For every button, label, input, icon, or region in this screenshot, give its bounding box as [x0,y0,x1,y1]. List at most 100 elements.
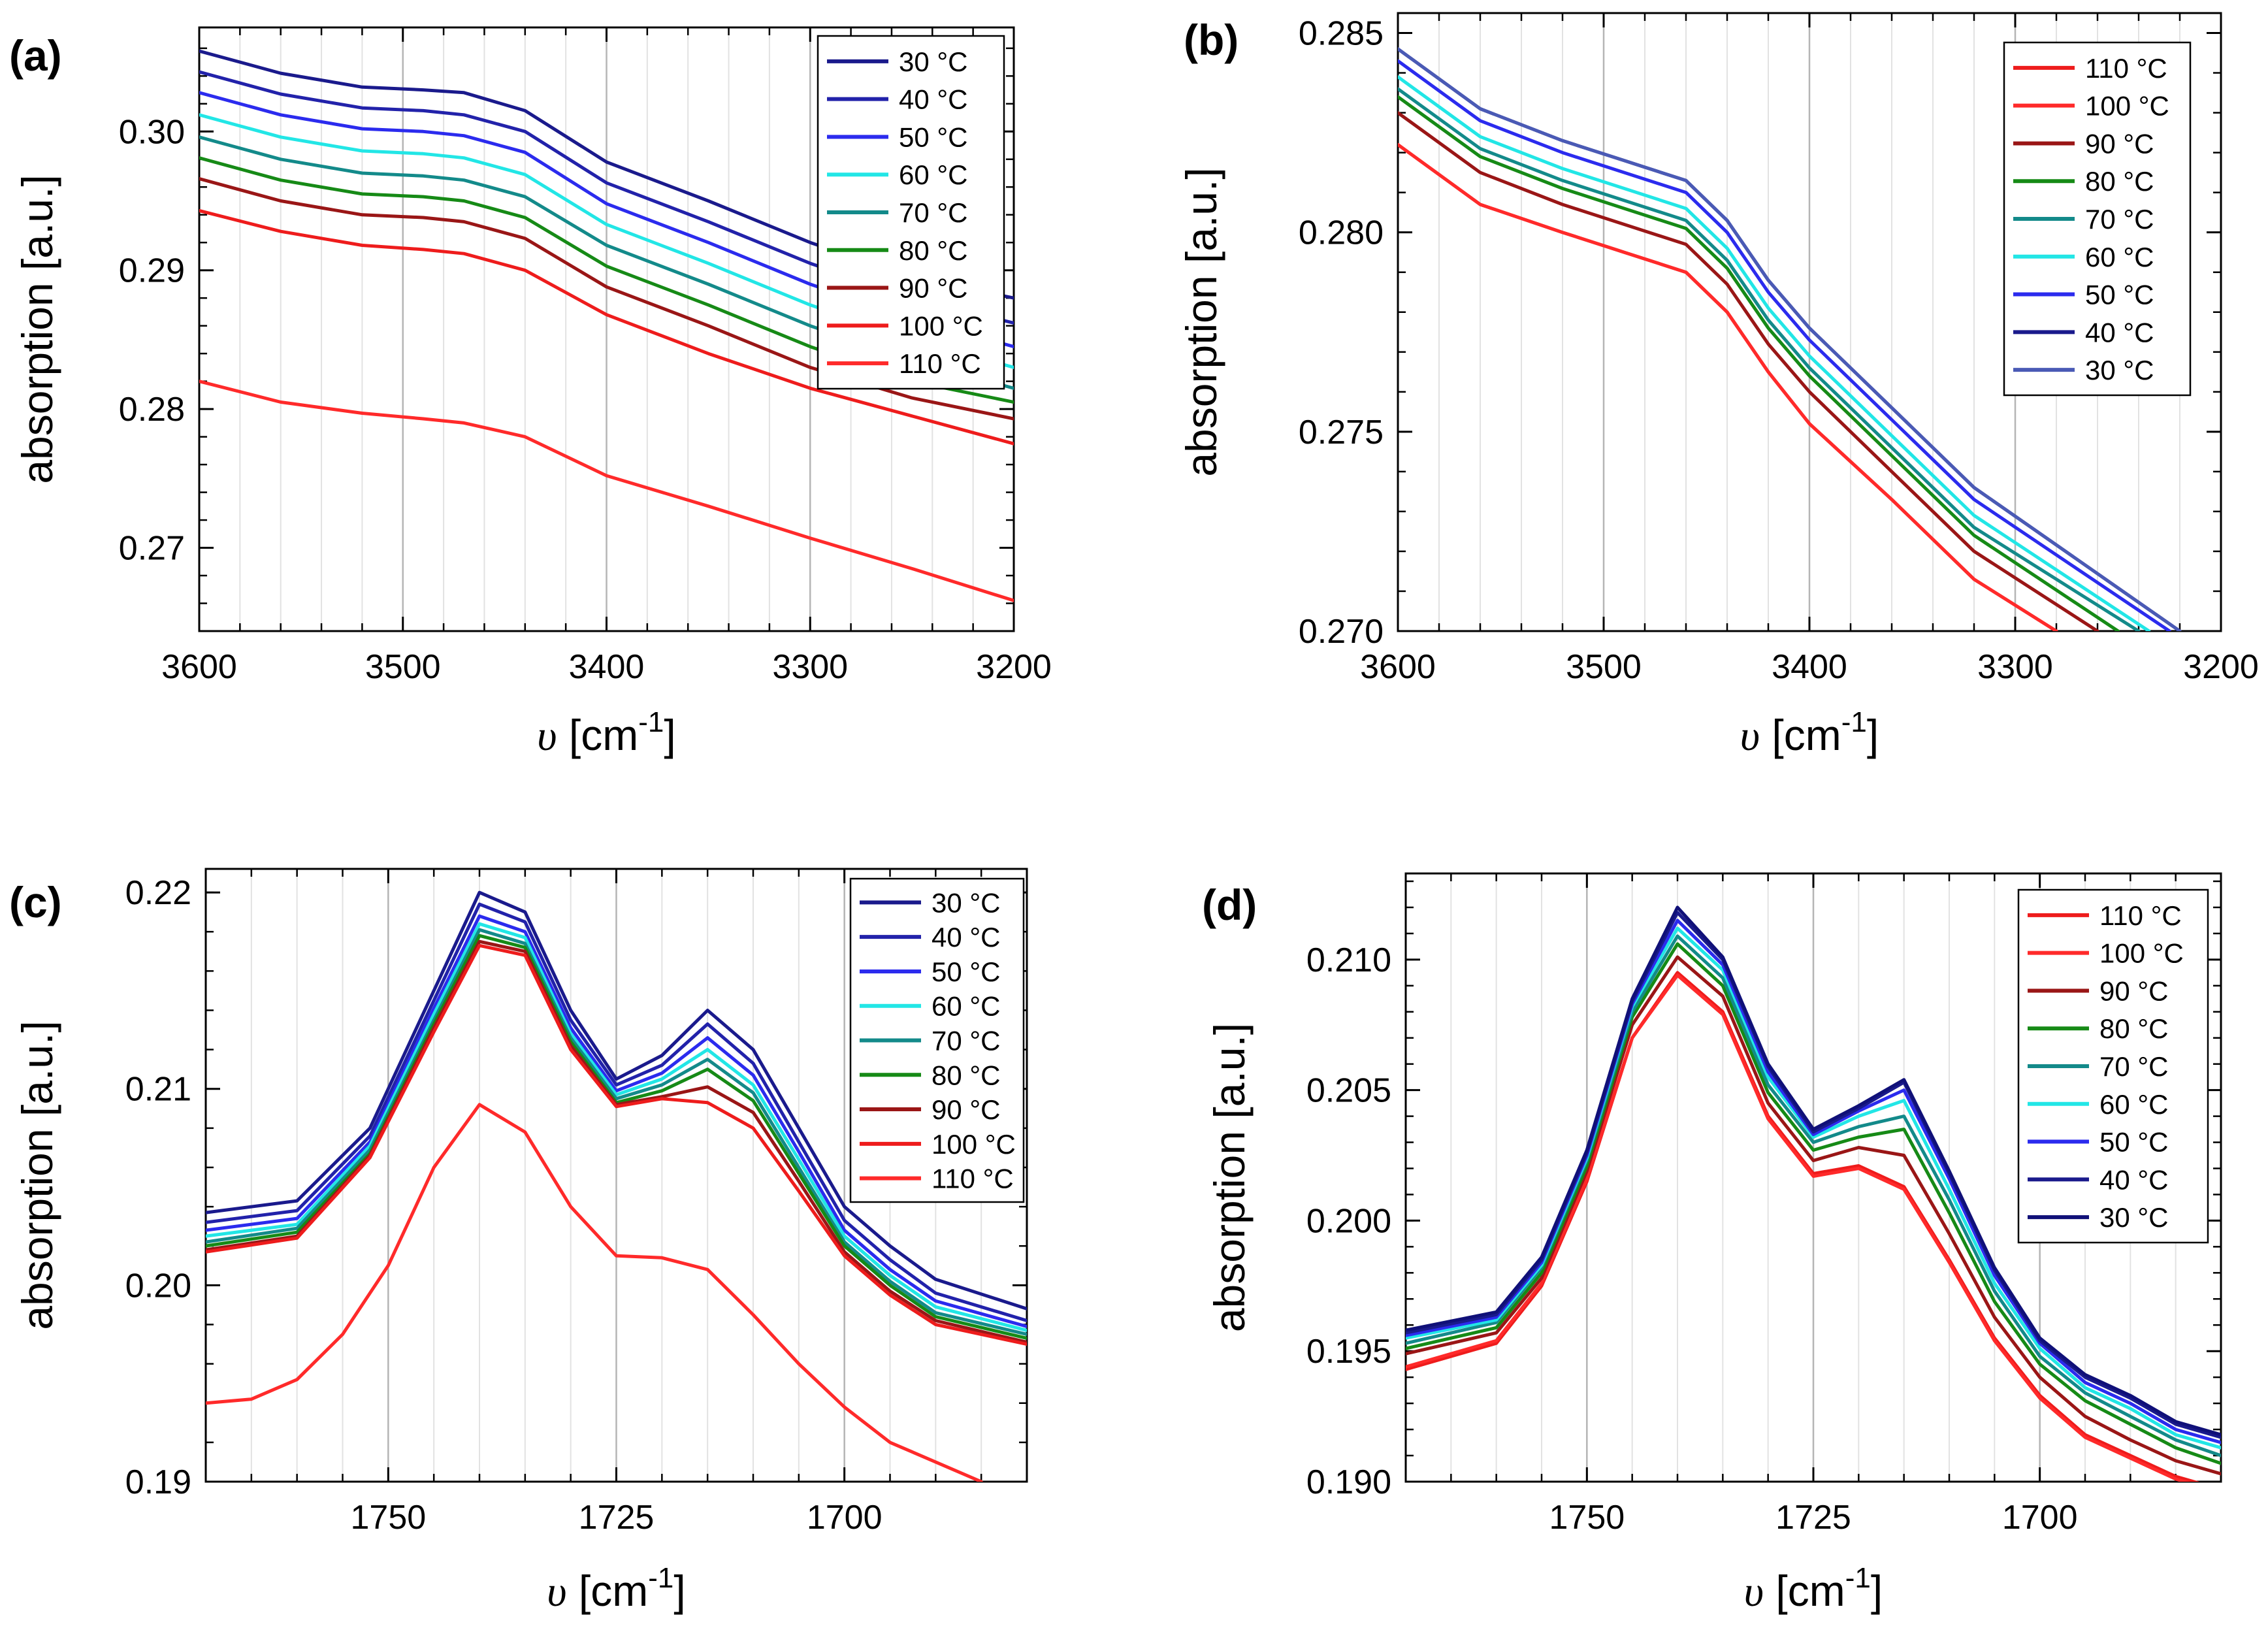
x-tick-label: 1700 [2002,1499,2078,1537]
series-line-5 [1398,75,2151,631]
series-line-8 [1406,905,2221,1437]
legend-label: 60 °C [2099,1089,2169,1120]
x-axis-symbol: υ [1740,712,1760,760]
panel-c: 1750 1725 1700 0.19 0.20 0.21 0.22 30 °C 40 °C 50… [9,868,1028,1616]
legend-label: 110 °C [932,1164,1014,1194]
y-tick-label: 0.28 [119,391,185,429]
legend-label: 30 °C [899,46,968,77]
legend-label: 50 °C [2099,1127,2169,1158]
series-line-1 [1398,142,2058,631]
y-tick-label: 0.270 [1299,613,1384,651]
y-tick-label: 0.22 [125,874,191,912]
legend-label: 110 °C [2085,53,2167,84]
legend-label: 110 °C [899,348,981,379]
x-axis-unit: [cm [579,1567,648,1615]
x-axis-unit: [cm [569,711,638,759]
series-lines [206,890,1027,1482]
y-tick-label: 0.195 [1306,1333,1391,1371]
series-line-3 [1398,95,2120,631]
x-axis-label: υ [cm-1] [1740,706,1879,760]
x-tick-label: 3300 [1977,648,2053,686]
panel-label: (b) [1184,16,1239,64]
legend-label: 30 °C [932,887,1001,918]
legend-label: 40 °C [2099,1164,2169,1195]
legend-label: 90 °C [932,1094,1001,1125]
y-tick-label: 0.19 [125,1463,191,1501]
series-line-4 [1398,87,2141,631]
x-tick-label: 3400 [1772,648,1847,686]
x-axis-unit-close: ] [664,711,675,759]
legend-label: 100 °C [2085,91,2169,122]
panel-label: (a) [9,31,62,80]
x-tick-label: 3200 [2183,648,2259,686]
y-axis-label: absorption [a.u.] [13,174,61,483]
x-tick-label: 3300 [772,648,848,686]
series-line-4 [206,928,1027,1336]
legend-label: 50 °C [899,122,968,152]
legend: 30 °C 40 °C 50 °C 60 °C 70 °C 80 °C 90 °C 100 °… [817,35,1005,390]
legend-label: 100 °C [899,310,983,341]
series-lines [199,49,1014,602]
legend-label: 80 °C [2085,166,2154,197]
x-tick-label: 3400 [569,648,645,686]
y-tick-label: 0.200 [1306,1202,1391,1240]
x-axis-unit-close: ] [673,1567,685,1615]
legend-label: 70 °C [2099,1051,2169,1082]
legend-label: 110 °C [2099,900,2182,931]
legend-label: 80 °C [899,235,968,266]
series-lines [1406,905,2221,1482]
legend-label: 70 °C [932,1026,1001,1056]
legend: 30 °C 40 °C 50 °C 60 °C 70 °C 80 °C 90 °C 100 °… [849,877,1025,1203]
x-axis-unit-close: ] [1871,1567,1883,1615]
series-line-3 [1406,942,2221,1465]
legend-label: 60 °C [899,159,968,190]
legend: 110 °C 100 °C 90 °C 80 °C 70 °C 60 °C 50 °C 40 … [2017,888,2209,1244]
series-line-2 [206,914,1027,1328]
y-axis-label: absorption [a.u.] [1177,167,1225,476]
series-lines [1398,47,2182,631]
series-line-8 [206,1103,983,1482]
legend-label: 100 °C [932,1129,1016,1160]
y-tick-label: 0.21 [125,1071,191,1109]
x-axis-unit: [cm [1775,1567,1845,1615]
y-axis-label: absorption [a.u.] [13,1020,61,1329]
x-axis-unit-exponent: -1 [1841,706,1867,738]
panel-a: 3600 3500 3400 3300 3200 0.27 0.28 0.29 0.30 30 °… [9,26,1052,760]
x-axis-label: υ [cm-1] [1744,1562,1883,1616]
y-tick-label: 0.190 [1306,1463,1391,1501]
series-line-1 [206,902,1027,1322]
series-line-3 [206,922,1027,1332]
series-line-7 [199,208,1014,446]
y-tick-label: 0.27 [119,530,185,568]
y-tick-label: 0.30 [119,113,185,151]
y-tick-label: 0.29 [119,252,185,290]
x-axis-unit-exponent: -1 [1845,1562,1871,1594]
series-line-0 [206,890,1027,1311]
panel-label: (d) [1202,881,1257,929]
x-axis-symbol: υ [547,1568,566,1616]
legend-label: 70 °C [2085,204,2154,235]
legend-label: 80 °C [2099,1013,2169,1044]
x-axis-symbol: υ [537,712,557,760]
x-tick-label: 3600 [1360,648,1436,686]
y-tick-label: 0.210 [1306,941,1391,979]
legend-label: 40 °C [932,922,1001,952]
x-tick-label: 3500 [365,648,441,686]
legend-label: 100 °C [2099,938,2184,969]
y-tick-label: 0.205 [1306,1072,1391,1110]
x-tick-label: 1750 [1549,1499,1625,1537]
y-tick-label: 0.280 [1299,214,1384,252]
x-axis-unit-exponent: -1 [648,1562,673,1594]
legend-label: 60 °C [932,991,1001,1022]
legend-label: 30 °C [2085,355,2154,385]
y-tick-label: 0.20 [125,1267,191,1305]
x-axis-symbol: υ [1744,1568,1764,1616]
panel-label: (c) [9,878,62,926]
legend-label: 90 °C [2099,975,2169,1006]
legend-label: 40 °C [899,84,968,115]
panel-b: 3600 3500 3400 3300 3200 0.270 0.275 0.280 0.285… [1177,12,2259,760]
y-axis-label: absorption [a.u.] [1205,1023,1254,1332]
series-line-2 [1398,111,2099,631]
series-line-8 [1398,47,2182,631]
